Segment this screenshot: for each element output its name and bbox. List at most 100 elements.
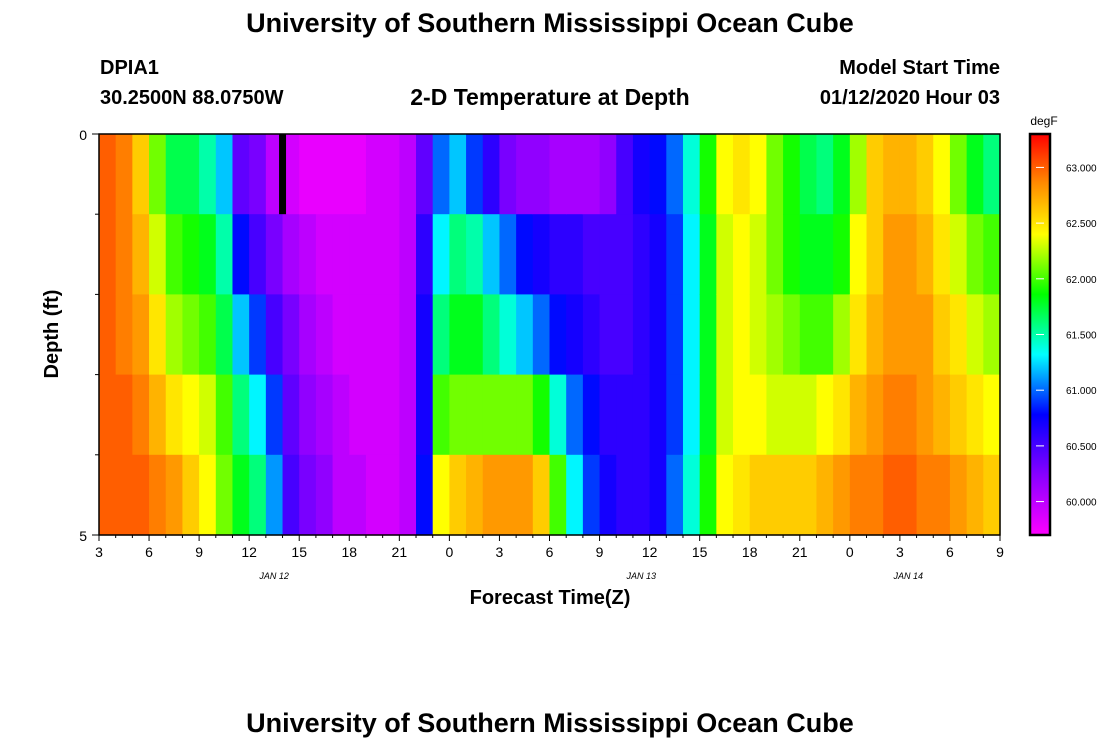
heat-cell <box>132 454 150 536</box>
heat-cell <box>699 454 717 536</box>
heat-cell <box>549 454 567 536</box>
heat-cell <box>399 374 417 456</box>
heat-cell <box>482 374 501 456</box>
heat-cell <box>783 134 801 215</box>
heat-cell <box>983 454 1001 536</box>
page-title: University of Southern Mississippi Ocean… <box>246 8 854 38</box>
heat-cell <box>482 294 501 376</box>
heat-cell <box>232 294 250 376</box>
heat-cell <box>766 294 784 376</box>
heat-cell <box>232 454 250 536</box>
heat-cell <box>199 454 217 536</box>
heat-cell <box>199 134 217 215</box>
heat-cell <box>382 454 400 536</box>
heat-cell <box>883 294 901 376</box>
x-tick-label: 18 <box>341 544 357 560</box>
heat-cell <box>883 214 901 295</box>
heat-cell <box>349 454 367 536</box>
model-start-label: Model Start Time <box>839 57 1000 79</box>
heat-cell <box>949 374 968 456</box>
model-start-value: 01/12/2020 Hour 03 <box>819 87 1000 109</box>
heat-cell <box>566 294 584 376</box>
heat-cell <box>182 454 200 536</box>
colorbar-tick-label: 60.500 <box>1066 442 1097 453</box>
heat-cell <box>332 134 350 215</box>
heat-cell <box>883 134 901 215</box>
heat-cell <box>299 134 317 215</box>
heat-cell <box>466 134 484 215</box>
heat-cell <box>482 134 501 215</box>
heat-cell <box>616 134 634 215</box>
heat-cell <box>599 454 617 536</box>
heat-cell <box>933 374 951 456</box>
heat-cell <box>332 294 350 376</box>
colorbar-tick-label: 61.000 <box>1066 386 1097 397</box>
heat-cell <box>349 294 367 376</box>
heat-cell <box>899 374 918 456</box>
heat-cell <box>282 294 300 376</box>
heat-cell <box>99 214 117 295</box>
colorbar-unit: degF <box>1030 114 1057 128</box>
heat-cell <box>849 454 868 536</box>
heat-cell <box>349 134 367 215</box>
missing-data-marker <box>279 134 287 215</box>
heat-cell <box>165 374 184 456</box>
heat-cell <box>566 214 584 295</box>
heat-cell <box>315 454 334 536</box>
heat-cell <box>516 134 534 215</box>
heat-cell <box>849 294 868 376</box>
heat-cell <box>299 454 317 536</box>
heat-cell <box>382 294 400 376</box>
heat-cell <box>215 134 234 215</box>
x-tick-label: 0 <box>445 544 453 560</box>
heat-cell <box>299 294 317 376</box>
heat-cell <box>816 134 834 215</box>
heat-cell <box>466 214 484 295</box>
heat-cell <box>566 134 584 215</box>
heat-cell <box>132 214 150 295</box>
x-tick-label: 12 <box>642 544 658 560</box>
heat-cell <box>416 374 434 456</box>
heat-cell <box>99 374 117 456</box>
heat-cell <box>315 214 334 295</box>
heat-cell <box>215 454 234 536</box>
heat-cell <box>332 454 350 536</box>
heat-cell <box>215 294 234 376</box>
station-location: 30.2500N 88.0750W <box>100 87 284 109</box>
colorbar-tick-label: 62.500 <box>1066 219 1097 230</box>
heat-cell <box>966 134 984 215</box>
heat-cell <box>582 214 601 295</box>
heat-cell <box>249 214 267 295</box>
heat-cell <box>332 374 350 456</box>
heat-cell <box>883 454 901 536</box>
heat-cell <box>983 294 1001 376</box>
heat-cell <box>833 374 851 456</box>
heat-cell <box>449 294 467 376</box>
heat-cell <box>149 214 167 295</box>
colorbar-tick-label: 63.000 <box>1066 163 1097 174</box>
heat-cell <box>632 214 651 295</box>
heat-cell <box>632 374 651 456</box>
x-tick-label: 9 <box>195 544 203 560</box>
heat-cell <box>199 214 217 295</box>
heat-cell <box>916 294 934 376</box>
heat-cell <box>833 454 851 536</box>
heat-cell <box>199 294 217 376</box>
footer-title: University of Southern Mississippi Ocean… <box>246 708 854 738</box>
heat-cell <box>432 134 450 215</box>
heat-cell <box>649 294 667 376</box>
x-tick-label: 0 <box>846 544 854 560</box>
heat-cell <box>182 134 200 215</box>
heat-cell <box>549 134 567 215</box>
heat-cell <box>582 294 601 376</box>
heat-cell <box>833 294 851 376</box>
x-tick-label: 6 <box>546 544 554 560</box>
heat-cell <box>99 454 117 536</box>
heat-cell <box>866 214 884 295</box>
heat-cell <box>916 134 934 215</box>
heat-cell <box>165 454 184 536</box>
heat-cell <box>599 134 617 215</box>
heat-cell <box>232 134 250 215</box>
heat-cell <box>365 454 384 536</box>
heat-cell <box>933 214 951 295</box>
